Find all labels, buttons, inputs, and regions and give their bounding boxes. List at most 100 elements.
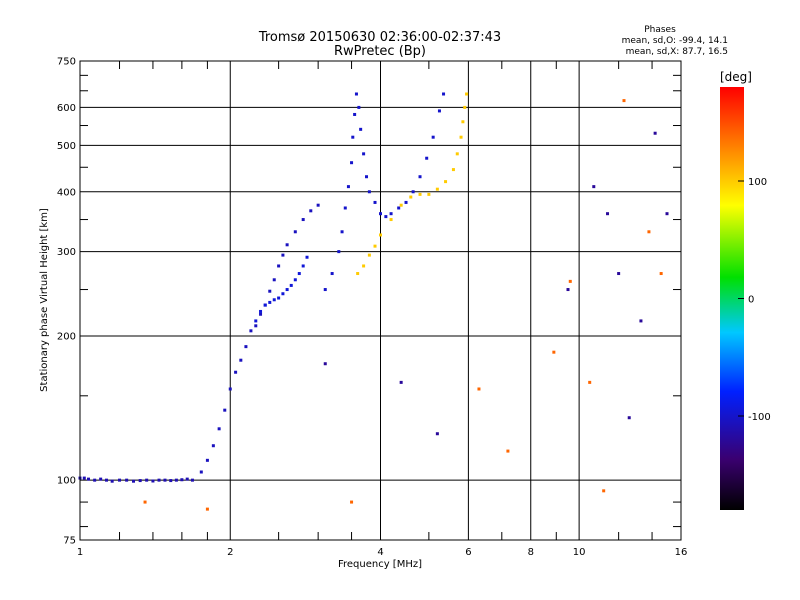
data-point (309, 209, 313, 213)
data-point (379, 233, 382, 237)
x-tick-label: 10 (573, 547, 586, 558)
minor-ticks (80, 61, 681, 540)
data-point (263, 303, 267, 307)
y-tick-labels: 75 100 200 300 400 500 600 750 (57, 57, 76, 547)
data-point (272, 298, 276, 302)
data-point (228, 387, 232, 391)
data-point (223, 408, 227, 412)
y-tick-label: 500 (57, 141, 76, 152)
data-point (285, 243, 289, 247)
chart-subtitle: RwPretec (Bp) (334, 44, 426, 59)
data-point (588, 380, 592, 384)
data-point (199, 470, 203, 474)
data-point (301, 264, 305, 268)
data-point (627, 416, 631, 420)
data-point (132, 479, 136, 483)
plot-frame (79, 60, 682, 541)
data-point (110, 479, 114, 483)
data-point (272, 278, 276, 282)
data-point (346, 185, 350, 189)
data-point (316, 203, 320, 207)
data-point (389, 212, 393, 216)
data-point (404, 200, 408, 204)
x-tick-label: 1 (77, 547, 83, 558)
data-point (399, 380, 403, 384)
data-point (373, 200, 377, 204)
data-point (357, 105, 361, 109)
data-point (323, 288, 327, 292)
data-point (323, 362, 327, 366)
data-point (268, 300, 272, 304)
data-point (249, 329, 253, 333)
phases-title: Phases (644, 25, 676, 35)
data-point (463, 105, 467, 109)
data-point (293, 278, 297, 282)
colorbar-tick-label: -100 (748, 412, 771, 423)
data-point (163, 478, 167, 482)
data-point (665, 212, 669, 216)
data-point (350, 161, 354, 165)
data-point (552, 350, 556, 354)
data-point (277, 264, 281, 268)
data-point (435, 187, 439, 191)
colorbar-ticks: 100 0 -100 (738, 177, 771, 423)
data-point (297, 272, 301, 276)
data-point (427, 192, 431, 196)
data-point (169, 479, 173, 483)
data-point (399, 203, 403, 207)
data-point (592, 185, 596, 189)
data-point (305, 255, 309, 259)
data-point (138, 479, 142, 483)
data-point (205, 507, 209, 511)
data-point (205, 458, 209, 462)
data-point (259, 312, 263, 316)
data-point (244, 345, 248, 349)
data-point (409, 195, 413, 199)
data-point (351, 135, 355, 139)
data-point (367, 253, 371, 257)
data-point (281, 292, 285, 296)
data-point (293, 230, 297, 234)
y-tick-label: 200 (57, 331, 76, 342)
data-point (254, 319, 258, 323)
data-point (622, 99, 626, 103)
data-point (259, 309, 263, 313)
data-point (437, 109, 441, 113)
data-point (639, 319, 643, 323)
data-point (340, 230, 344, 234)
data-point (602, 489, 606, 493)
phases-x-stats: mean, sd,X: 87.7, 16.5 (626, 47, 728, 57)
data-point (459, 135, 463, 139)
x-tick-label: 16 (675, 547, 688, 558)
data-point (389, 218, 393, 222)
data-point (82, 476, 86, 480)
data-point (477, 387, 481, 391)
data-point (451, 168, 455, 172)
data-point (653, 131, 657, 135)
data-point (337, 250, 341, 254)
y-tick-label: 100 (57, 476, 76, 487)
data-points (78, 92, 669, 511)
data-point (444, 180, 448, 184)
data-point (289, 283, 293, 287)
y-tick-label: 400 (57, 187, 76, 198)
y-tick-label: 75 (63, 536, 76, 547)
data-point (397, 206, 401, 210)
data-point (145, 478, 149, 482)
data-point (157, 478, 161, 482)
colorbar-label: [deg] (720, 70, 752, 84)
data-point (362, 264, 366, 268)
data-point (234, 370, 238, 374)
data-point (151, 479, 155, 483)
y-axis-label: Stationary phase Virtual Height [km] (39, 208, 50, 392)
data-point (190, 478, 194, 482)
chart-title: Tromsø 20150630 02:36:00-02:37:43 (258, 30, 501, 45)
x-tick-label: 6 (465, 547, 471, 558)
x-tick-label: 2 (227, 547, 233, 558)
data-point (435, 432, 439, 436)
data-point (367, 190, 371, 194)
x-axis-label: Frequency [MHz] (338, 559, 422, 570)
data-point (411, 190, 415, 194)
data-point (87, 477, 91, 481)
